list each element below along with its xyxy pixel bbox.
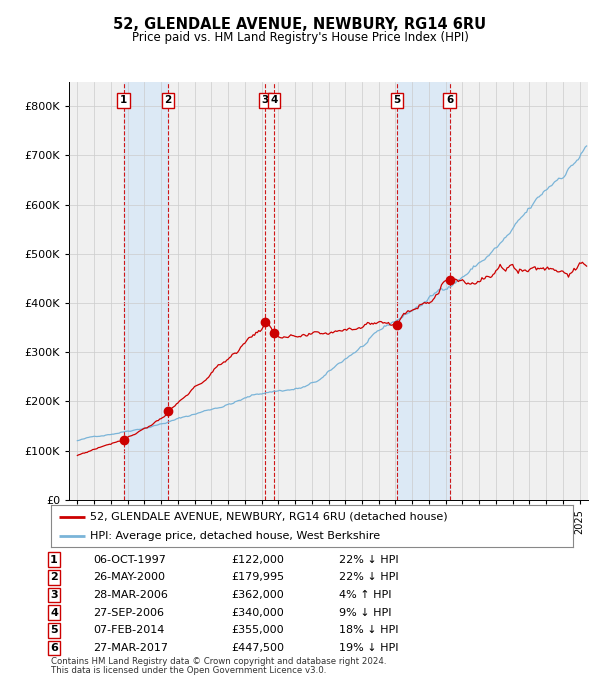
Text: 6: 6 [446,95,453,105]
Text: 9% ↓ HPI: 9% ↓ HPI [339,608,391,617]
Text: £447,500: £447,500 [231,643,284,653]
Text: This data is licensed under the Open Government Licence v3.0.: This data is licensed under the Open Gov… [51,666,326,675]
Text: 2: 2 [164,95,172,105]
Text: 2: 2 [50,573,58,582]
Text: £362,000: £362,000 [231,590,284,600]
Text: Contains HM Land Registry data © Crown copyright and database right 2024.: Contains HM Land Registry data © Crown c… [51,658,386,666]
Text: 3: 3 [50,590,58,600]
Text: £122,000: £122,000 [231,555,284,564]
Text: 52, GLENDALE AVENUE, NEWBURY, RG14 6RU: 52, GLENDALE AVENUE, NEWBURY, RG14 6RU [113,17,487,32]
Text: 06-OCT-1997: 06-OCT-1997 [93,555,166,564]
Bar [397,82,449,500]
Text: HPI: Average price, detached house, West Berkshire: HPI: Average price, detached house, West… [90,531,380,541]
Text: 1: 1 [120,95,127,105]
Text: 3: 3 [262,95,269,105]
Text: Price paid vs. HM Land Registry's House Price Index (HPI): Price paid vs. HM Land Registry's House … [131,31,469,44]
Text: 19% ↓ HPI: 19% ↓ HPI [339,643,398,653]
Text: 1: 1 [50,555,58,564]
Bar [124,82,168,500]
Text: 4% ↑ HPI: 4% ↑ HPI [339,590,391,600]
Text: 26-MAY-2000: 26-MAY-2000 [93,573,165,582]
Text: 6: 6 [50,643,58,653]
Text: 52, GLENDALE AVENUE, NEWBURY, RG14 6RU (detached house): 52, GLENDALE AVENUE, NEWBURY, RG14 6RU (… [90,511,448,522]
Text: 07-FEB-2014: 07-FEB-2014 [93,626,164,635]
Text: 22% ↓ HPI: 22% ↓ HPI [339,555,398,564]
Text: 5: 5 [394,95,401,105]
Text: 28-MAR-2006: 28-MAR-2006 [93,590,168,600]
Text: 22% ↓ HPI: 22% ↓ HPI [339,573,398,582]
Text: £340,000: £340,000 [231,608,284,617]
Text: 18% ↓ HPI: 18% ↓ HPI [339,626,398,635]
Text: 4: 4 [270,95,278,105]
Text: 5: 5 [50,626,58,635]
Text: 27-SEP-2006: 27-SEP-2006 [93,608,164,617]
Text: £179,995: £179,995 [231,573,284,582]
Text: £355,000: £355,000 [231,626,284,635]
Text: 27-MAR-2017: 27-MAR-2017 [93,643,168,653]
Text: 4: 4 [50,608,58,617]
